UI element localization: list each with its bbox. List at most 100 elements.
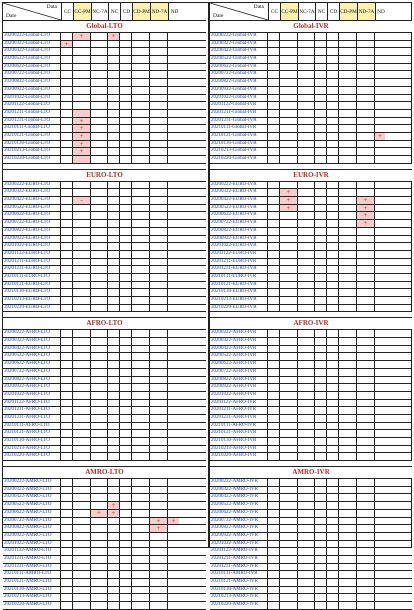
empty-cell (315, 125, 327, 132)
empty-cell (339, 579, 357, 586)
empty-cell (120, 156, 132, 163)
empty-cell (315, 273, 327, 281)
empty-cell (61, 250, 73, 258)
empty-cell (339, 148, 357, 155)
empty-cell (150, 384, 168, 391)
row-date-label: 20201211-EURO-LTO (3, 258, 61, 266)
empty-cell (61, 181, 73, 189)
row-date-label: 20200422-Global-LTO (3, 48, 61, 56)
empty-cell (91, 422, 108, 430)
empty-cell (357, 438, 375, 445)
empty-cell (91, 181, 108, 189)
empty-cell (357, 63, 375, 71)
empty-cell (168, 346, 179, 353)
empty-cell (108, 204, 120, 212)
empty-cell (375, 95, 385, 102)
empty-cell (357, 140, 375, 148)
empty-cell (339, 368, 357, 376)
empty-cell (73, 548, 91, 555)
empty-cell (150, 368, 168, 376)
empty-cell (268, 407, 280, 414)
empty-cell (168, 579, 179, 586)
empty-cell (327, 63, 339, 71)
empty-cell (357, 368, 375, 376)
table-row: 20200922-AFRO-IVR (210, 384, 412, 392)
empty-cell (357, 338, 375, 345)
empty-cell (357, 391, 375, 399)
marked-cell: + (357, 197, 375, 204)
empty-cell (108, 525, 120, 532)
empty-cell (91, 273, 108, 281)
row-date-label: 20201122-Global-LTO (3, 102, 61, 109)
empty-cell (108, 304, 120, 312)
table-row: 20210220-AFRO-LTO (3, 453, 206, 462)
empty-cell (339, 266, 357, 273)
empty-cell (280, 156, 298, 163)
empty-cell (150, 204, 168, 212)
empty-cell (132, 212, 150, 220)
empty-cell (327, 220, 339, 227)
section-global-lto: Global-LTO 20200222-Global-LTO + +20200322-… (3, 21, 206, 164)
empty-cell (73, 258, 91, 266)
empty-cell (61, 132, 73, 140)
empty-cell (132, 250, 150, 258)
empty-cell (108, 391, 120, 399)
empty-cell (357, 594, 375, 602)
row-date-label: 20201022-AMRO-IVR (210, 540, 268, 548)
column-header-row: Data Date CC CC-PM NC-7A NC CD CD-PM ND-7A ND (3, 3, 206, 21)
empty-cell (315, 353, 327, 361)
empty-cell (120, 117, 132, 125)
empty-cell (327, 353, 339, 361)
empty-cell (120, 204, 132, 212)
row-date-label: 20201022-AFRO-LTO (3, 391, 61, 399)
empty-cell (315, 71, 327, 79)
empty-cell (91, 227, 108, 235)
row-date-label: 20201211-AFRO-IVR (210, 407, 268, 414)
empty-cell (61, 594, 73, 602)
table-row: 20200222-AFRO-IVR (210, 330, 412, 339)
empty-cell (327, 517, 339, 525)
empty-cell (298, 414, 315, 422)
table-row: 20210111-AMRO-LTO (3, 571, 206, 579)
empty-cell (357, 109, 375, 117)
empty-cell (375, 602, 385, 609)
empty-cell (339, 48, 357, 56)
empty-cell (120, 189, 132, 197)
empty-cell (339, 140, 357, 148)
empty-cell (357, 304, 375, 312)
empty-cell (73, 40, 91, 48)
empty-cell (315, 148, 327, 155)
empty-cell (375, 87, 385, 94)
marked-cell: + (357, 220, 375, 227)
empty-cell (298, 140, 315, 148)
row-date-label: 20200722-AMRO-LTO (3, 517, 61, 525)
empty-cell (120, 486, 132, 494)
empty-cell (120, 330, 132, 338)
table-row: 20210111-AMRO-IVR (210, 571, 412, 579)
empty-cell (268, 586, 280, 594)
section-title: EURO-LTO (3, 169, 206, 182)
empty-cell (357, 548, 375, 555)
empty-cell (339, 71, 357, 79)
marked-cell: + (73, 148, 91, 155)
section-afro-ivr: AFRO-IVR 20200222-AFRO-IVR 20200322-AFRO-I… (210, 318, 412, 462)
empty-cell (280, 563, 298, 571)
empty-cell (132, 156, 150, 163)
empty-cell (375, 518, 385, 525)
empty-cell (120, 250, 132, 258)
empty-cell (327, 525, 339, 532)
empty-cell (91, 220, 108, 227)
marked-cell: + (73, 140, 91, 148)
row-date-label: 20210213-Global-LTO (3, 148, 61, 155)
empty-cell (268, 79, 280, 86)
empty-cell (150, 140, 168, 148)
empty-cell (339, 94, 357, 102)
empty-cell (73, 212, 91, 220)
empty-cell (268, 212, 280, 220)
empty-cell (339, 56, 357, 63)
empty-cell (91, 548, 108, 555)
table-row: 20201022-AFRO-IVR (210, 391, 412, 400)
empty-cell (73, 586, 91, 594)
table-row: 20210130-EURO-IVR (210, 289, 412, 297)
row-date-label: 20201231-AFRO-IVR (210, 414, 268, 422)
